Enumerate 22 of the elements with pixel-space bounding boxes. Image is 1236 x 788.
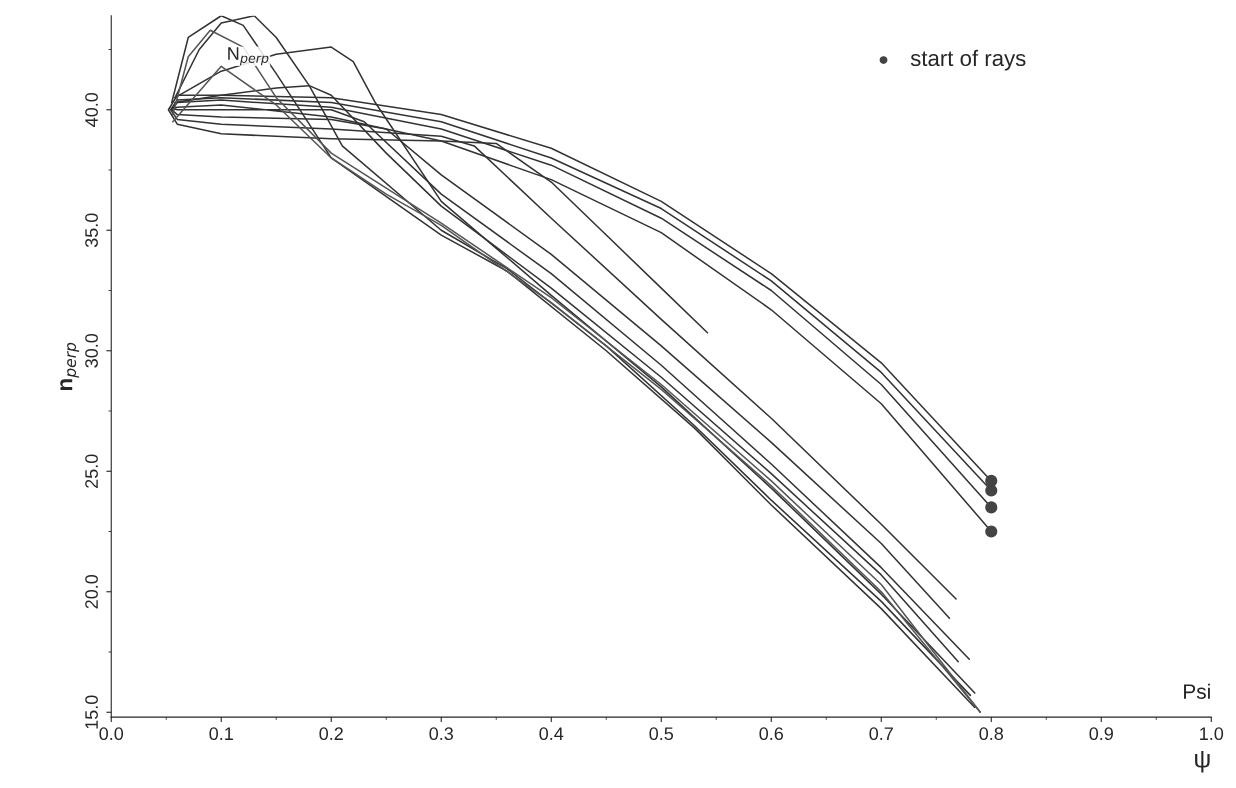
x-tick-label: 1.0: [1200, 727, 1224, 741]
x-tick-label: 0.3: [429, 727, 454, 741]
y-tick-label: 35.0: [85, 213, 98, 248]
legend-label: start of rays: [910, 49, 1026, 71]
x-tick-label: 0.1: [209, 727, 233, 741]
y-tick-label: 15.0: [85, 695, 98, 729]
x-tick-label: 0.4: [539, 727, 564, 741]
y-tick-label: 30.0: [85, 333, 98, 368]
x-tick-label: 0.7: [869, 727, 893, 741]
annotation: Psi: [1184, 683, 1210, 699]
y-axis-title: n$_{perp}$: [60, 342, 80, 391]
y-tick-label: 20.0: [85, 574, 98, 609]
annotation: N$_{perp}$: [228, 47, 269, 66]
x-tick-label: 0.2: [319, 727, 343, 741]
x-tick-label: 0.5: [649, 727, 674, 741]
x-tick-label: 0.9: [1089, 727, 1113, 741]
x-tick-label: 0.0: [99, 727, 124, 741]
x-tick-label: 0.6: [759, 727, 784, 741]
y-tick-label: 40.0: [85, 92, 98, 127]
x-tick-label: 0.8: [979, 727, 1004, 741]
y-tick-label: 25.0: [85, 454, 98, 488]
x-axis-title: ψ: [1195, 750, 1210, 773]
